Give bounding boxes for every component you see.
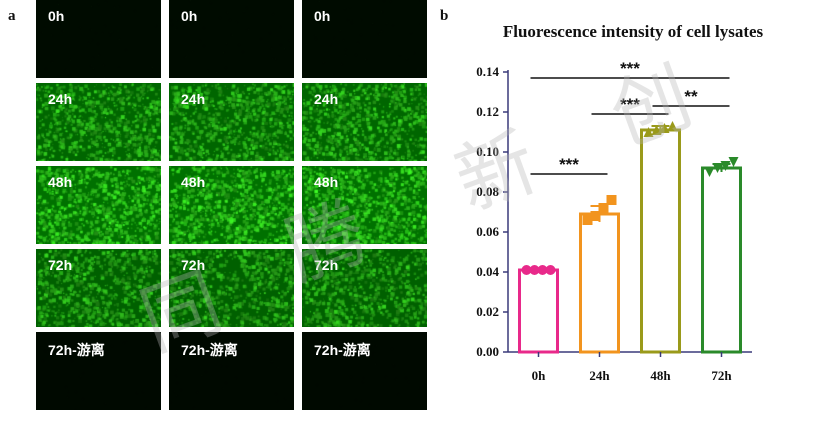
x-tick-label: 0h [532, 368, 547, 383]
micrograph-texture [36, 332, 161, 410]
micrograph-tile: 24h [36, 83, 161, 161]
micrograph-tile: 72h-游离 [302, 332, 427, 410]
data-point [529, 265, 540, 275]
chart-title: Fluorescence intensity of cell lysates [503, 22, 764, 41]
y-tick-label: 0.02 [476, 304, 499, 319]
micrograph-texture [36, 249, 161, 327]
data-point [606, 195, 617, 205]
time-point-label: 48h [314, 174, 339, 190]
micrograph-texture [169, 166, 294, 244]
fluorescence-bar-chart: Fluorescence intensity of cell lysates 0.… [476, 22, 764, 383]
y-tick-label: 0.00 [476, 344, 499, 359]
micrograph-tile: 72h-游离 [169, 332, 294, 410]
data-point [651, 125, 662, 135]
micrograph-tile: 72h [36, 249, 161, 327]
data-point [537, 265, 548, 275]
micrograph-texture [36, 166, 161, 244]
bar-72h [701, 166, 742, 354]
significance-label: *** [620, 59, 640, 78]
micrograph-texture [169, 249, 294, 327]
micrograph-tile: 48h [36, 166, 161, 244]
micrograph-texture [169, 0, 294, 78]
time-point-label: 0h [181, 8, 198, 24]
micrograph-texture [302, 0, 427, 78]
micrograph-tile: 72h-游离 [36, 332, 161, 410]
x-tick-label: 72h [711, 368, 732, 383]
y-tick-label: 0.10 [476, 144, 499, 159]
time-point-label: 72h [48, 257, 73, 273]
y-tick-label: 0.04 [476, 264, 499, 279]
micrograph-tile: 72h [169, 249, 294, 327]
y-tick-label: 0.12 [476, 104, 499, 119]
micrograph-texture [302, 83, 427, 161]
micrograph-tile: 24h [169, 83, 294, 161]
micrograph-texture [302, 166, 427, 244]
significance-label: *** [559, 155, 579, 174]
time-point-label: 72h-游离 [181, 342, 238, 358]
micrograph-texture [169, 83, 294, 161]
panel-b-letter: b [440, 8, 449, 24]
micrograph-tile: 72h [302, 249, 427, 327]
data-point [704, 167, 715, 177]
data-point [598, 203, 609, 213]
panel-a-letter: a [8, 8, 16, 24]
y-tick-label: 0.14 [476, 64, 499, 79]
micrograph-tile: 0h [169, 0, 294, 78]
micrograph-tile: 48h [169, 166, 294, 244]
data-point [667, 121, 678, 131]
x-tick-label: 24h [589, 368, 610, 383]
data-point [521, 265, 532, 275]
y-tick-label: 0.08 [476, 184, 499, 199]
significance-label: ** [684, 87, 698, 106]
micrograph-texture [302, 249, 427, 327]
time-point-label: 0h [48, 8, 65, 24]
time-point-label: 48h [48, 174, 73, 190]
micrograph-texture [302, 332, 427, 410]
time-point-label: 24h [181, 91, 206, 107]
data-point [712, 163, 723, 173]
data-point [643, 127, 654, 137]
time-point-label: 24h [314, 91, 339, 107]
micrograph-texture [36, 83, 161, 161]
bar-0h [518, 268, 559, 354]
micrograph-texture [169, 332, 294, 410]
time-point-label: 72h [314, 257, 339, 273]
time-point-label: 72h [181, 257, 206, 273]
bar-48h [640, 128, 681, 354]
micrograph-tile: 0h [302, 0, 427, 78]
x-tick-label: 48h [650, 368, 671, 383]
time-point-label: 72h-游离 [314, 342, 371, 358]
data-point [659, 123, 670, 133]
time-point-label: 24h [48, 91, 73, 107]
significance-label: *** [620, 95, 640, 114]
time-point-label: 0h [314, 8, 331, 24]
micrograph-texture [36, 0, 161, 78]
data-point [728, 157, 739, 167]
micrograph-tile: 48h [302, 166, 427, 244]
y-tick-label: 0.06 [476, 224, 499, 239]
micrograph-tile: 0h [36, 0, 161, 78]
time-point-label: 72h-游离 [48, 342, 105, 358]
data-point [720, 161, 731, 171]
data-point [590, 211, 601, 221]
data-point [582, 215, 593, 225]
micrograph-tile: 24h [302, 83, 427, 161]
microscopy-grid: 0h 0h 0h 24h 24h 24h 48h 48h 48h 72h 72h 72h 72h-游离 7… [36, 0, 428, 415]
bar-24h [579, 212, 620, 354]
time-point-label: 48h [181, 174, 206, 190]
data-point [545, 265, 556, 275]
